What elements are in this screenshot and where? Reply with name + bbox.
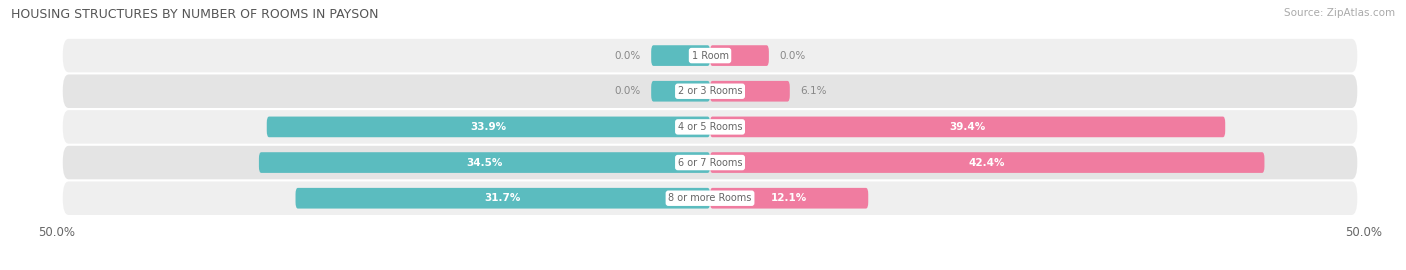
FancyBboxPatch shape	[267, 117, 710, 137]
FancyBboxPatch shape	[63, 146, 1357, 179]
FancyBboxPatch shape	[295, 188, 710, 208]
Text: 2 or 3 Rooms: 2 or 3 Rooms	[678, 86, 742, 96]
FancyBboxPatch shape	[63, 181, 1357, 215]
Text: 0.0%: 0.0%	[779, 50, 806, 60]
Text: 6 or 7 Rooms: 6 or 7 Rooms	[678, 158, 742, 168]
FancyBboxPatch shape	[710, 152, 1264, 173]
Text: 42.4%: 42.4%	[969, 158, 1005, 168]
FancyBboxPatch shape	[710, 81, 790, 102]
Text: 6.1%: 6.1%	[800, 86, 827, 96]
Text: 33.9%: 33.9%	[471, 122, 506, 132]
FancyBboxPatch shape	[259, 152, 710, 173]
Text: 0.0%: 0.0%	[614, 50, 641, 60]
Text: 12.1%: 12.1%	[770, 193, 807, 203]
FancyBboxPatch shape	[63, 110, 1357, 144]
FancyBboxPatch shape	[63, 75, 1357, 108]
Text: HOUSING STRUCTURES BY NUMBER OF ROOMS IN PAYSON: HOUSING STRUCTURES BY NUMBER OF ROOMS IN…	[11, 8, 378, 21]
Text: Source: ZipAtlas.com: Source: ZipAtlas.com	[1284, 8, 1395, 18]
Text: 4 or 5 Rooms: 4 or 5 Rooms	[678, 122, 742, 132]
FancyBboxPatch shape	[710, 117, 1225, 137]
Text: 39.4%: 39.4%	[949, 122, 986, 132]
FancyBboxPatch shape	[710, 188, 869, 208]
FancyBboxPatch shape	[63, 39, 1357, 72]
Text: 1 Room: 1 Room	[692, 50, 728, 60]
Text: 31.7%: 31.7%	[485, 193, 522, 203]
Text: 34.5%: 34.5%	[467, 158, 503, 168]
FancyBboxPatch shape	[710, 45, 769, 66]
Text: 8 or more Rooms: 8 or more Rooms	[668, 193, 752, 203]
Text: 0.0%: 0.0%	[614, 86, 641, 96]
FancyBboxPatch shape	[651, 81, 710, 102]
FancyBboxPatch shape	[651, 45, 710, 66]
